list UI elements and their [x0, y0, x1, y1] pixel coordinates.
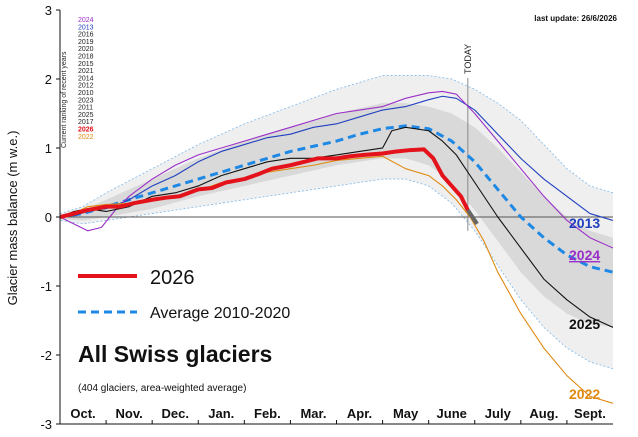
ranking-item: 2014 [78, 75, 94, 82]
ranking-item: 2012 [78, 83, 94, 90]
x-tick-label: Oct. [70, 406, 95, 421]
y-tick-label: 3 [45, 3, 52, 18]
y-tick-label: 0 [45, 210, 52, 225]
x-tick-label: Dec. [161, 406, 188, 421]
legend: 2026 Average 2010-2020 [78, 267, 290, 322]
legend-label-average: Average 2010-2020 [150, 305, 290, 322]
series-line-2026 [60, 147, 470, 219]
ranking-item: 2011 [78, 105, 93, 112]
overlay-subtitle: (404 glaciers, area-weighted average) [78, 383, 246, 394]
x-tick-label: Feb. [254, 406, 281, 421]
ranking-item: 2020 [78, 46, 94, 53]
y-axis-title: Glacier mass balance (m w.e.) [5, 131, 20, 306]
range-band-outer-lower-edge [60, 178, 613, 370]
y-tick-label: -1 [40, 279, 52, 294]
ranking-item: 2026 [78, 127, 94, 134]
ranking-item: 2017 [78, 119, 94, 126]
ranking-title: Current ranking of recent years [61, 51, 68, 148]
x-tick-label: July [485, 406, 512, 421]
ranking-item: 2019 [78, 39, 94, 46]
projection-segment [466, 208, 479, 226]
x-tick-label: Aug. [529, 406, 558, 421]
end-label-2013: 2013 [569, 215, 600, 231]
overlay-title: All Swiss glaciers [78, 341, 272, 367]
end-label-2022: 2022 [569, 386, 600, 402]
ranking-item: 2022 [78, 134, 94, 141]
legend-label-current: 2026 [150, 267, 195, 289]
range-band-inner [60, 103, 613, 328]
end-label-2024: 2024 [569, 247, 600, 263]
x-tick-label: Nov. [116, 406, 143, 421]
ranking-item: 2015 [78, 61, 94, 68]
ranking-item: 2021 [78, 68, 94, 75]
y-tick-label: -2 [40, 348, 52, 363]
end-label-2025: 2025 [569, 316, 600, 332]
x-tick-label: Sept. [574, 406, 606, 421]
ranking-item: 2024 [78, 17, 94, 24]
ranking-item: 2010 [78, 90, 94, 97]
today-label: TODAY [463, 44, 473, 74]
y-tick-label: 1 [45, 141, 52, 156]
ranking-item: 2016 [78, 32, 94, 39]
y-tick-label: 2 [45, 72, 52, 87]
series-line-average-2010-2020 [60, 124, 613, 274]
ranking-list: 2024201320162019202020182015202120142012… [78, 17, 94, 141]
x-tick-label: May [393, 406, 419, 421]
y-tick-label: -3 [40, 417, 52, 432]
ranking-item: 2013 [78, 24, 94, 31]
x-tick-label: Mar. [300, 406, 326, 421]
last-update-text: last update: 26/6/2026 [534, 14, 617, 23]
x-tick-label: Apr. [347, 406, 372, 421]
ranking-item: 2018 [78, 54, 94, 61]
ranking-item: 2023 [78, 97, 94, 104]
ranking-item: 2025 [78, 112, 94, 119]
x-tick-label: June [437, 406, 467, 421]
series-line-2013 [60, 95, 613, 221]
x-tick-label: Jan. [208, 406, 234, 421]
